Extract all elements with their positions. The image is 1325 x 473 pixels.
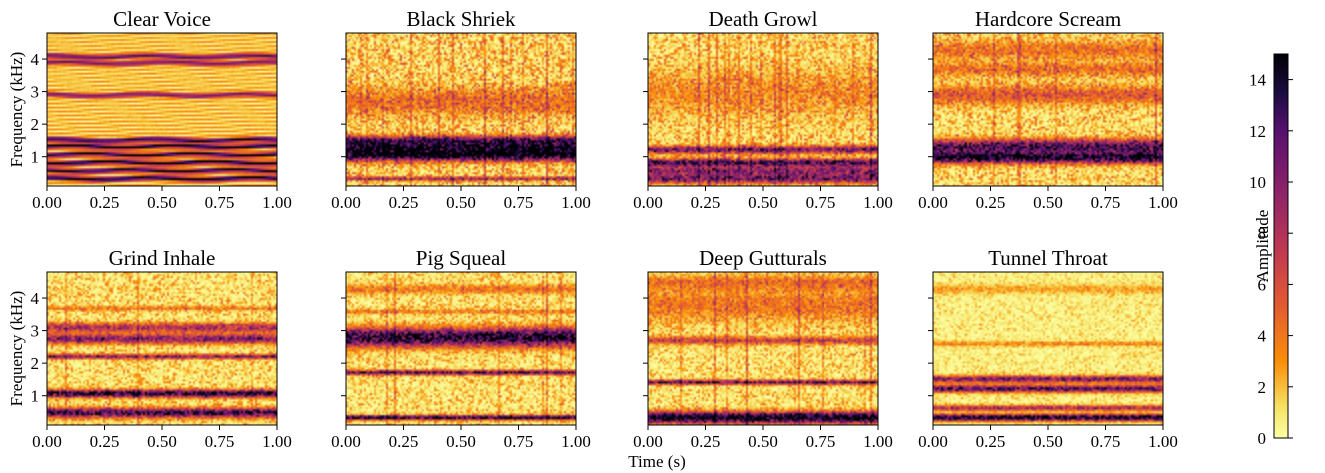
x-tick-label: 0.00: [32, 432, 62, 451]
panel-title: Clear Voice: [113, 7, 211, 31]
spectrogram-heatmap: [346, 272, 576, 425]
x-tick-label: 0.00: [633, 432, 663, 451]
x-tick-label: 0.25: [90, 432, 120, 451]
panel-title: Grind Inhale: [109, 246, 216, 270]
colorbar-tick-label: 4: [1258, 327, 1267, 346]
x-tick-label: 0.00: [331, 193, 361, 212]
y-tick-label: 2: [31, 115, 40, 134]
colorbar-tick-label: 0: [1258, 429, 1267, 448]
panel-clear-voice: Clear Voice 0.00 0.25 0.50 0.75 1.00 1 2 3 4 Frequ…: [7, 7, 292, 212]
panel-tunnel-throat: Tunnel Throat 0.00 0.25 0.50 0.75 1.00: [918, 246, 1178, 451]
colorbar: 0 2 4 6 8 10 12 14 Amplitude: [1249, 53, 1293, 448]
x-tick-label: 0.25: [389, 193, 419, 212]
x-tick-label: 0.75: [806, 432, 836, 451]
x-tick-label: 0.50: [446, 432, 476, 451]
panel-black-shriek: Black Shriek 0.00 0.25 0.50 0.75 1.00: [331, 7, 591, 212]
colorbar-gradient: [1273, 53, 1289, 439]
x-tick-label: 1.00: [561, 193, 591, 212]
panel-title: Hardcore Scream: [975, 7, 1121, 31]
colorbar-ticks: 0 2 4 6 8 10 12 14: [1249, 71, 1293, 448]
spectrogram-heatmap: [648, 272, 878, 425]
spectrogram-heatmap: [933, 33, 1163, 186]
x-tick-label: 0.25: [90, 193, 120, 212]
colorbar-tick-label: 12: [1249, 122, 1266, 141]
y-tick-label: 4: [31, 289, 40, 308]
panel-grind-inhale: Grind Inhale 0.00 0.25 0.50 0.75 1.00 1 2 3 4 Freq…: [7, 246, 292, 451]
x-tick-label: 0.00: [633, 193, 663, 212]
y-tick-label: 2: [31, 354, 40, 373]
spectrogram-heatmap: [47, 272, 277, 425]
x-tick-label: 1.00: [262, 193, 292, 212]
x-tick-label: 0.00: [331, 432, 361, 451]
colorbar-tick-label: 10: [1249, 173, 1266, 192]
spectrogram-heatmap: [47, 33, 277, 186]
x-tick-label: 0.50: [748, 193, 778, 212]
y-axis-label: Frequency (kHz): [7, 291, 26, 407]
x-tick-label: 0.00: [32, 193, 62, 212]
x-tick-label: 0.75: [205, 432, 235, 451]
panel-death-growl: Death Growl 0.00 0.25 0.50 0.75 1.00: [633, 7, 893, 212]
x-tick-label: 0.25: [389, 432, 419, 451]
x-tick-label: 0.25: [691, 193, 721, 212]
x-tick-label: 0.25: [691, 432, 721, 451]
y-tick-label: 1: [31, 387, 40, 406]
colorbar-tick-label: 2: [1258, 378, 1267, 397]
panel-pig-squeal: Pig Squeal 0.00 0.25 0.50 0.75 1.00: [331, 246, 591, 451]
spectrogram-heatmap: [648, 33, 878, 186]
x-tick-label: 0.75: [504, 432, 534, 451]
colorbar-tick-label: 6: [1258, 275, 1267, 294]
panel-hardcore-scream: Hardcore Scream 0.00 0.25 0.50 0.75 1.00: [918, 7, 1178, 212]
x-tick-label: 1.00: [863, 432, 893, 451]
x-tick-label: 0.75: [1091, 193, 1121, 212]
x-tick-label: 0.75: [504, 193, 534, 212]
x-tick-label: 0.50: [1033, 193, 1063, 212]
colorbar-label: Amplitude: [1253, 210, 1272, 283]
spectrogram-heatmap: [933, 272, 1163, 425]
spectrogram-heatmap: [346, 33, 576, 186]
y-tick-label: 3: [31, 322, 40, 341]
x-tick-label: 0.75: [205, 193, 235, 212]
y-tick-label: 4: [31, 50, 40, 69]
x-tick-label: 0.50: [1033, 432, 1063, 451]
x-tick-label: 0.00: [918, 432, 948, 451]
y-tick-label: 3: [31, 83, 40, 102]
x-tick-label: 1.00: [561, 432, 591, 451]
x-tick-label: 1.00: [1148, 432, 1178, 451]
panel-title: Death Growl: [708, 7, 817, 31]
panel-deep-gutturals: Deep Gutturals 0.00 0.25 0.50 0.75 1.00: [633, 246, 893, 451]
y-tick-label: 1: [31, 148, 40, 167]
panel-title: Deep Gutturals: [699, 246, 827, 270]
x-tick-label: 0.75: [806, 193, 836, 212]
panel-title: Black Shriek: [406, 7, 516, 31]
colorbar-tick-label: 14: [1249, 71, 1267, 90]
x-tick-label: 0.50: [147, 193, 177, 212]
colorbar-tick-label: 8: [1258, 224, 1267, 243]
panel-title: Pig Squeal: [416, 246, 507, 270]
x-axis-label: Time (s): [628, 452, 685, 471]
panel-title: Tunnel Throat: [988, 246, 1108, 270]
x-tick-label: 1.00: [1148, 193, 1178, 212]
x-tick-label: 0.50: [748, 432, 778, 451]
x-tick-label: 0.75: [1091, 432, 1121, 451]
x-tick-label: 0.50: [446, 193, 476, 212]
x-tick-label: 1.00: [863, 193, 893, 212]
x-tick-label: 0.25: [976, 432, 1006, 451]
y-axis-label: Frequency (kHz): [7, 52, 26, 168]
x-tick-label: 1.00: [262, 432, 292, 451]
x-tick-label: 0.00: [918, 193, 948, 212]
x-tick-label: 0.25: [976, 193, 1006, 212]
x-tick-label: 0.50: [147, 432, 177, 451]
panels-layer: Clear Voice 0.00 0.25 0.50 0.75 1.00 1 2 3 4 Frequ…: [7, 7, 1178, 451]
